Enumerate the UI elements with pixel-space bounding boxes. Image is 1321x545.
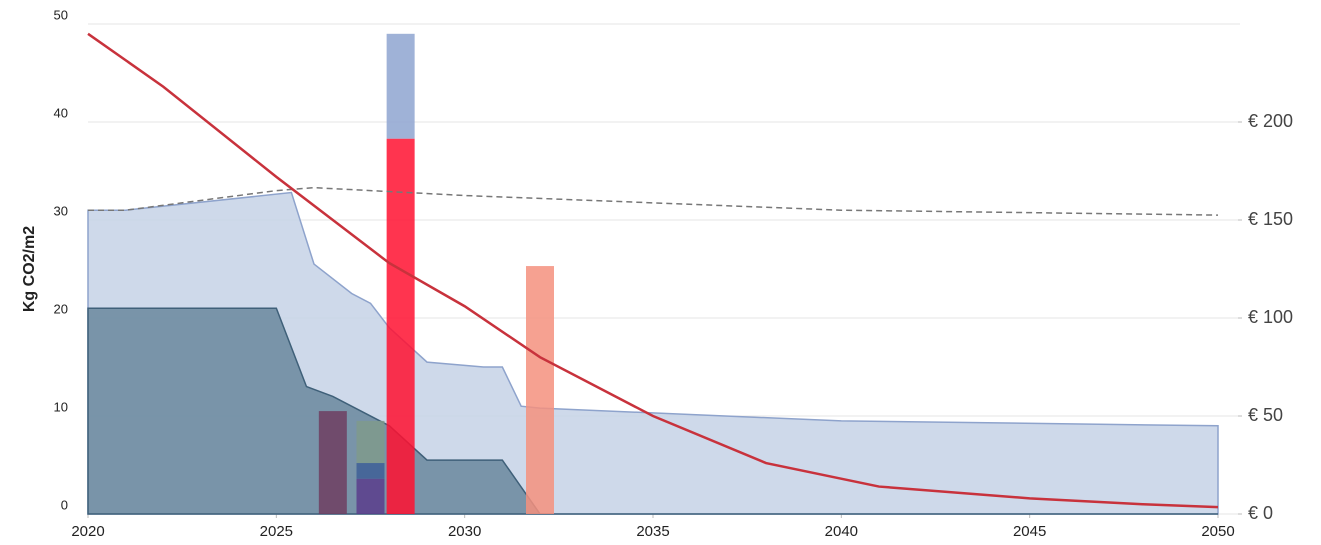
bar-segment [356,463,385,479]
y2-tick-label: € 200 [1248,111,1293,131]
line [88,186,1219,216]
x-tick-label: 2035 [636,523,669,540]
x-tick-label: 2020 [71,523,104,540]
x-tick-label: 2030 [448,523,481,540]
y2-tick-label: € 50 [1248,405,1283,425]
y-tick-label: 40 [54,105,68,120]
y-tick-label: 30 [54,203,68,218]
bar-segment [386,138,415,514]
y-axis-label: Kg CO2/m2 [21,226,38,312]
y-tick-label: 10 [54,399,68,414]
x-tick-label: 2050 [1201,523,1234,540]
bar-segment [318,411,347,514]
y2-tick-label: € 0 [1248,503,1273,523]
y-tick-label: 0 [61,497,68,512]
bar-segment [386,33,415,139]
x-tick-label: 2040 [825,523,858,540]
bar-segment [356,420,385,464]
x-tick-label: 2045 [1013,523,1046,540]
y2-tick-label: € 100 [1248,307,1293,327]
line [87,32,1219,509]
bar-segment [526,266,554,514]
y-tick-label: 20 [54,301,68,316]
y2-tick-label: € 150 [1248,209,1293,229]
y-tick-label: 50 [54,7,68,22]
x-tick-label: 2025 [260,523,293,540]
bar-segment [356,478,385,514]
